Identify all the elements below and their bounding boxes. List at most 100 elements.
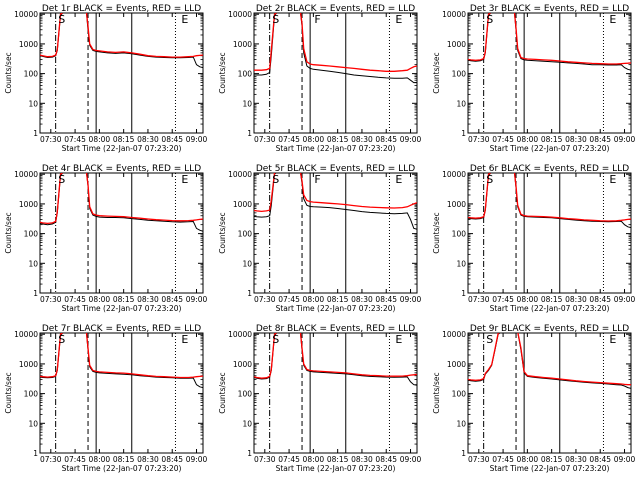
lld-series-line — [468, 333, 631, 386]
plot-area — [40, 13, 203, 133]
plot-area — [254, 13, 417, 133]
plot-frame — [467, 332, 632, 454]
lld-series-line — [468, 173, 631, 222]
chart-panel: Det 5r BLACK = Events, RED = LLD 07:30 07:… — [218, 164, 422, 313]
chart-panel: Det 2r BLACK = Events, RED = LLD 07:30 07:… — [218, 4, 422, 153]
y-tick-label: 1000 — [447, 200, 466, 209]
y-tick-label: 1000 — [233, 200, 252, 209]
plot-frame — [39, 172, 204, 294]
x-tick-label: 07:30 — [40, 135, 62, 144]
x-tick-label: 08:45 — [161, 455, 183, 464]
x-tick-label: 08:30 — [137, 455, 159, 464]
y-tick-label: 10 — [28, 99, 38, 108]
x-axis-label: Start Time (22-Jan-07 07:23:20) — [276, 304, 396, 313]
y-tick-label: 1000 — [447, 360, 466, 369]
y-tick-label: 100 — [238, 390, 253, 399]
x-tick-label: 07:30 — [468, 455, 490, 464]
x-tick-label: 08:45 — [375, 135, 397, 144]
x-tick-label: 08:00 — [517, 295, 539, 304]
chart-panel: Det 6r BLACK = Events, RED = LLD 07:30 07:… — [432, 164, 636, 313]
x-tick-label: 08:30 — [351, 295, 373, 304]
lld-series-line — [254, 173, 417, 213]
y-tick-label: 1 — [33, 129, 38, 138]
x-tick-label: 09:00 — [614, 135, 636, 144]
region-marker-s: S — [58, 333, 65, 346]
x-tick-label: 08:15 — [113, 135, 135, 144]
y-tick-label: 10000 — [14, 170, 38, 179]
lld-series-line — [40, 173, 203, 225]
x-tick-label: 09:00 — [400, 135, 422, 144]
region-marker-e: E — [609, 13, 616, 26]
x-tick-label: 07:30 — [254, 295, 276, 304]
y-tick-label: 10000 — [442, 170, 466, 179]
region-marker-e: E — [609, 333, 616, 346]
chart-panel: Det 1r BLACK = Events, RED = LLD 07:30 07:… — [4, 4, 208, 153]
lld-series-line — [40, 13, 203, 58]
plot-area — [468, 333, 631, 453]
x-tick-label: 09:00 — [400, 455, 422, 464]
y-axis-label: Counts/sec — [4, 372, 13, 413]
x-tick-label: 08:15 — [541, 135, 563, 144]
y-axis-label: Counts/sec — [218, 372, 227, 413]
x-tick-label: 08:45 — [161, 295, 183, 304]
x-tick-label: 08:00 — [89, 455, 111, 464]
plot-frame — [39, 12, 204, 134]
x-tick-label: 08:00 — [89, 135, 111, 144]
chart-title: Det 3r BLACK = Events, RED = LLD — [470, 4, 629, 14]
x-tick-label: 08:00 — [89, 295, 111, 304]
chart-title: Det 9r BLACK = Events, RED = LLD — [470, 324, 629, 334]
y-tick-label: 10000 — [228, 170, 252, 179]
lld-series-line — [254, 333, 417, 379]
region-marker-f: F — [314, 13, 320, 26]
chart-title: Det 4r BLACK = Events, RED = LLD — [42, 164, 201, 174]
chart-title: Det 5r BLACK = Events, RED = LLD — [256, 164, 415, 174]
x-tick-label: 07:45 — [278, 455, 300, 464]
x-tick-label: 08:00 — [303, 135, 325, 144]
y-tick-label: 1000 — [19, 40, 38, 49]
x-tick-label: 08:45 — [589, 455, 611, 464]
plot-frame — [39, 332, 204, 454]
region-marker-s: S — [486, 13, 493, 26]
plot-frame — [253, 12, 418, 134]
y-tick-label: 1000 — [19, 360, 38, 369]
lld-series-line — [254, 13, 417, 72]
x-tick-label: 08:45 — [375, 295, 397, 304]
y-axis-label: Counts/sec — [432, 372, 441, 413]
plot-area — [468, 13, 631, 133]
plot-area — [40, 173, 203, 293]
x-axis-label: Start Time (22-Jan-07 07:23:20) — [62, 144, 182, 153]
y-tick-label: 100 — [452, 70, 467, 79]
x-tick-label: 08:00 — [303, 295, 325, 304]
chart-title: Det 1r BLACK = Events, RED = LLD — [42, 4, 201, 14]
y-tick-label: 1000 — [233, 360, 252, 369]
y-tick-label: 100 — [238, 230, 253, 239]
x-tick-label: 08:15 — [541, 455, 563, 464]
x-tick-label: 07:45 — [278, 295, 300, 304]
region-marker-s: S — [58, 173, 65, 186]
y-tick-label: 1 — [33, 449, 38, 458]
y-tick-label: 1 — [461, 289, 466, 298]
x-tick-label: 07:45 — [64, 295, 86, 304]
plot-area — [254, 333, 417, 453]
region-marker-e: E — [181, 13, 188, 26]
x-axis-label: Start Time (22-Jan-07 07:23:20) — [62, 464, 182, 473]
chart-title: Det 2r BLACK = Events, RED = LLD — [256, 4, 415, 14]
y-tick-label: 1 — [33, 289, 38, 298]
y-tick-label: 100 — [452, 230, 467, 239]
chart-title: Det 6r BLACK = Events, RED = LLD — [470, 164, 629, 174]
y-tick-label: 100 — [452, 390, 467, 399]
x-tick-label: 08:30 — [351, 455, 373, 464]
y-axis-label: Counts/sec — [432, 212, 441, 253]
y-tick-label: 1000 — [19, 200, 38, 209]
y-tick-label: 10 — [456, 99, 466, 108]
y-tick-label: 10000 — [442, 330, 466, 339]
plot-area — [468, 173, 631, 293]
x-tick-label: 09:00 — [614, 455, 636, 464]
chart-panel: Det 4r BLACK = Events, RED = LLD 07:30 07:… — [4, 164, 208, 313]
region-marker-e: E — [395, 13, 402, 26]
y-tick-label: 1000 — [447, 40, 466, 49]
plot-frame — [467, 172, 632, 294]
plot-area — [254, 173, 417, 293]
x-tick-label: 08:45 — [375, 455, 397, 464]
x-tick-label: 07:30 — [40, 295, 62, 304]
